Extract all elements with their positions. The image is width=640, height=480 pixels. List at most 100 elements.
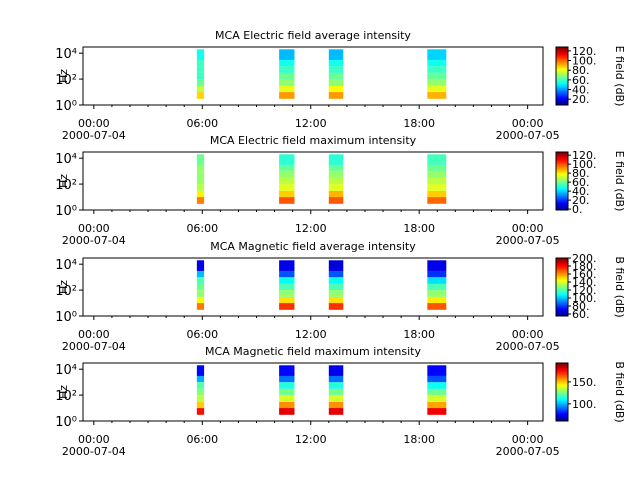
colorbar-swatch (556, 162, 568, 165)
x-tick-label: 18:00 (403, 117, 435, 130)
spectrogram-cell (427, 92, 447, 99)
colorbar-frame (555, 151, 569, 211)
x-tick-label: 06:00 (186, 117, 218, 130)
spectrogram-cell (427, 154, 447, 165)
colorbar-swatch (556, 402, 568, 405)
colorbar-swatch (556, 394, 568, 397)
spectrogram-cell (427, 59, 447, 67)
colorbar-swatch (556, 413, 568, 416)
colorbar-swatch (556, 172, 568, 175)
x-tick-label: 18:00 (403, 328, 435, 341)
spectrogram-cell (328, 197, 344, 204)
colorbar-tick-label: 120. (572, 45, 597, 58)
colorbar-tick-label: 160. (572, 268, 597, 281)
colorbar-swatch (556, 276, 568, 279)
colorbar-swatch (556, 363, 568, 365)
colorbar-swatch (556, 367, 568, 370)
x-date-label: 2000-07-04 (62, 234, 126, 247)
y-axis-label: Hz (57, 174, 70, 188)
y-tick-label: 10² (55, 73, 77, 88)
spectrogram-cell (328, 154, 344, 165)
spectrogram-cell (328, 283, 344, 291)
colorbar-tick-label: 100. (572, 292, 597, 305)
spectrogram-cell (427, 190, 447, 198)
spectrogram-cell (328, 296, 344, 304)
colorbar-swatch (556, 393, 568, 396)
colorbar-swatch (556, 83, 568, 86)
x-tick-label: 00:00 (78, 433, 110, 446)
colorbar-swatch (556, 196, 568, 199)
colorbar-swatch (556, 57, 568, 60)
colorbar-swatch (556, 403, 568, 406)
colorbar-swatch (556, 378, 568, 381)
colorbar-swatch (556, 102, 568, 105)
colorbar-swatch (556, 204, 568, 207)
colorbar-swatch (556, 71, 568, 74)
spectrogram-cell (279, 197, 295, 204)
spectrogram-cell (279, 401, 295, 409)
colorbar-swatch (556, 195, 568, 198)
spectrogram-cell (279, 277, 295, 284)
plot-frame (82, 362, 544, 422)
spectrogram-cell (279, 190, 295, 198)
colorbar-swatch (556, 178, 568, 181)
colorbar-tick-label: 20. (572, 194, 590, 207)
colorbar-frame (555, 362, 569, 422)
x-tick-label: 18:00 (403, 222, 435, 235)
y-tick-label: 10⁴ (55, 363, 77, 378)
spectrogram-cell (279, 382, 295, 389)
colorbar-swatch (556, 288, 568, 291)
panel-title: MCA Electric field maximum intensity (210, 134, 417, 147)
colorbar-swatch (556, 272, 568, 275)
colorbar-swatch (556, 183, 568, 186)
colorbar-swatch (556, 377, 568, 380)
colorbar-swatch (556, 99, 568, 102)
spectrogram-cell (328, 365, 344, 376)
spectrogram-cell (328, 270, 344, 278)
x-tick-label: 00:00 (512, 433, 544, 446)
spectrogram-cell (328, 260, 344, 271)
x-tick-label: 00:00 (512, 117, 544, 130)
colorbar-label: E field (dB) (613, 46, 626, 107)
colorbar-swatch (556, 397, 568, 400)
spectrogram-cell (328, 66, 344, 73)
colorbar-swatch (556, 384, 568, 387)
x-date-label: 2000-07-05 (496, 234, 560, 247)
colorbar-swatch (556, 65, 568, 68)
colorbar-tick-label: 100. (572, 55, 597, 68)
spectrogram-cell (196, 190, 205, 198)
y-tick-label: 10² (55, 178, 77, 193)
colorbar-swatch (556, 185, 568, 188)
colorbar-swatch (556, 282, 568, 285)
spectrogram-cell (427, 164, 447, 172)
colorbar-swatch (556, 191, 568, 194)
colorbar-swatch (556, 153, 568, 156)
spectrogram-cell (279, 85, 295, 93)
spectrogram-cell (279, 375, 295, 383)
colorbar-swatch (556, 182, 568, 185)
spectrogram-cell (279, 154, 295, 165)
colorbar-swatch (556, 396, 568, 399)
colorbar-tick-label: 0. (572, 203, 583, 216)
colorbar-swatch (556, 167, 568, 170)
colorbar-swatch (556, 91, 568, 94)
colorbar-swatch (556, 189, 568, 192)
panel-title: MCA Magnetic field average intensity (210, 240, 416, 253)
spectrogram-cell (427, 290, 447, 297)
colorbar-tick-label: 120. (572, 284, 597, 297)
colorbar-swatch (556, 389, 568, 392)
colorbar-swatch (556, 70, 568, 73)
y-axis-label: Hz (57, 69, 70, 83)
colorbar-swatch (556, 295, 568, 298)
spectrogram-cell (196, 260, 205, 271)
spectrogram-cell (427, 49, 447, 60)
spectrogram-cell (196, 154, 205, 165)
y-axis-label: Hz (57, 385, 70, 399)
colorbar-swatch (556, 304, 568, 307)
spectrogram-cell (196, 382, 205, 389)
spectrogram-cell (196, 59, 205, 67)
spectrogram-cell (427, 79, 447, 86)
colorbar-swatch (556, 400, 568, 403)
spectrogram-cell (279, 59, 295, 67)
colorbar-swatch (556, 266, 568, 269)
